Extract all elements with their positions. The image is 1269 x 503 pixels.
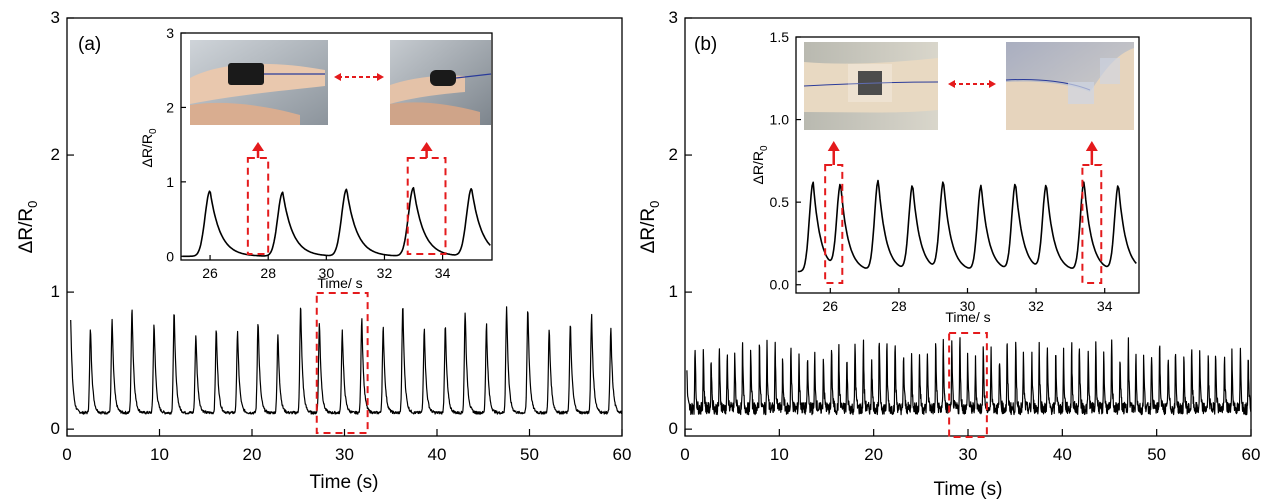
panel-b-inset-x-tick-label: 34	[1097, 298, 1113, 314]
panel-b-inset-x-tick-label: 28	[891, 298, 907, 314]
panel-a-inset-series-line	[182, 186, 491, 258]
panel-a-x-tick-label: 30	[335, 445, 354, 464]
panel-b-y-axis-label-sub: 0	[647, 201, 662, 208]
panel-b-inset-y-axis-label-sub: 0	[759, 145, 770, 151]
panel-a-x-tick-label: 60	[613, 445, 632, 464]
panel-b-inset-y-tick-label: 0.5	[770, 194, 790, 210]
panel-b-inset-highlight-box	[1081, 164, 1103, 284]
panel-b-y-tick-label: 1	[669, 282, 678, 301]
panel-b-label: (b)	[694, 34, 717, 55]
panel-a-inset-x-axis-label: Time/ s	[317, 275, 362, 291]
panel-a-inset-y-tick-label: 1	[166, 174, 174, 190]
panel-b-x-tick-label: 30	[959, 445, 978, 464]
panel-a-y-axis-label-sub: 0	[25, 201, 40, 208]
panel-a-y-axis-label-main: ΔR/R	[16, 208, 37, 253]
panel-a-inset-arrow-head	[420, 142, 433, 151]
panel-a-label: (a)	[78, 34, 101, 55]
panel-a-x-tick-label: 0	[62, 445, 71, 464]
panel-a-inset-x-tick-label: 30	[319, 265, 335, 281]
panel-b-y-axis-label-main: ΔR/R	[638, 208, 659, 253]
panel-b-highlight-box	[948, 332, 988, 438]
panel-b-y-tick-label: 2	[669, 145, 678, 164]
panel-a-inset-y-tick-label: 3	[166, 25, 174, 41]
panel-b-inset-x-tick-label: 30	[960, 298, 976, 314]
panel-a-inset-frame	[180, 32, 493, 261]
panel-a-inset-x-tick-label: 32	[377, 265, 393, 281]
panel-a-inset-y-tick-label: 0	[166, 248, 174, 264]
panel-a-inset-y-axis-label: ΔR/R0	[139, 128, 159, 167]
panel-b-x-tick-label: 60	[1242, 445, 1261, 464]
panel-a-inset-x-ticks: 26 28 30 32 34	[202, 255, 451, 281]
panel-a-frame	[66, 17, 623, 437]
panel-b-inset-highlights	[824, 141, 1103, 284]
panel-a-inset-highlight-box	[406, 157, 447, 255]
finger-straight-photo	[190, 40, 328, 125]
panel-b-x-tick-label: 20	[864, 445, 883, 464]
panel-a-x-tick-label: 50	[520, 445, 539, 464]
panel-a-x-tick-label: 10	[150, 445, 169, 464]
panel-a-x-axis-label: Time (s)	[310, 472, 379, 493]
panel-b-inset-arrow-head	[1085, 141, 1098, 151]
panel-b-x-tick-label: 40	[1053, 445, 1072, 464]
panel-b-inset-x-axis-label: Time/ s	[945, 309, 990, 325]
panel-a-inset-y-axis-label-sub: 0	[148, 128, 159, 134]
panel-b-x-tick-label: 0	[680, 445, 689, 464]
panel-b-inset: 26 28 30 32 34 0.0 0.5 1.0 1.5 Time/ s ΔR/R0	[750, 29, 1140, 325]
panel-b-inset-y-tick-label: 1.0	[770, 112, 790, 128]
elbow-double-arrow	[948, 80, 996, 88]
panel-b-inset-y-tick-label: 0.0	[770, 277, 790, 293]
panel-b-y-axis-label: ΔR/R0	[638, 201, 662, 254]
elbow-bent-photo	[1005, 42, 1134, 130]
elbow-straight-photo	[803, 42, 939, 130]
panel-a-y-axis-label: ΔR/R0	[16, 201, 40, 254]
panel-a-y-tick-label: 1	[51, 282, 60, 301]
panel-b-inset-y-axis-label: ΔR/R0	[750, 145, 770, 184]
panel-b-inset-series-line	[797, 179, 1137, 273]
panel-a-series-line	[70, 306, 623, 415]
panel-a-inset-x-tick-label: 26	[202, 265, 218, 281]
panel-b-x-tick-label: 50	[1147, 445, 1166, 464]
panel-a-x-tick-label: 20	[243, 445, 262, 464]
panel-a-y-tick-label: 0	[51, 419, 60, 438]
panel-a-y-tick-label: 2	[51, 145, 60, 164]
panel-a-inset-x-tick-label: 34	[435, 265, 451, 281]
finger-bent-photo	[390, 40, 492, 125]
panel-a-inset-highlights	[246, 142, 447, 255]
panel-b-series-line	[686, 337, 1252, 416]
panel-a-inset-x-tick-label: 28	[260, 265, 276, 281]
panel-b-inset-y-ticks: 0.0 0.5 1.0 1.5	[770, 29, 801, 293]
panel-a-inset-arrow-head	[252, 142, 265, 151]
panel-b-x-axis-label: Time (s)	[934, 479, 1003, 500]
panel-b-x-tick-label: 10	[770, 445, 789, 464]
panel-b-inset-highlight-box	[824, 164, 844, 284]
panel-a-inset-y-ticks: 0 1 2 3	[166, 25, 186, 264]
panel-b-y-tick-label: 0	[669, 419, 678, 438]
panel-b-inset-x-tick-label: 32	[1028, 298, 1044, 314]
finger-double-arrow	[334, 73, 384, 81]
panel-a-highlight-box	[315, 292, 369, 434]
panel-b-inset-x-ticks: 26 28 30 32 34	[823, 288, 1113, 314]
panel-a-inset-y-tick-label: 2	[166, 99, 174, 115]
panel-a-y-tick-label: 3	[51, 8, 60, 27]
panel-b-x-ticks: 0 10 20 30 40 50 60 0 1 2 3	[669, 8, 1261, 464]
panel-a-inset-y-axis-label-main: ΔR/R	[139, 134, 155, 167]
panel-a-inset-highlight-box	[246, 157, 270, 255]
panel-b-inset-y-tick-label: 1.5	[770, 29, 790, 45]
panel-b-inset-y-axis-label-main: ΔR/R	[750, 151, 766, 184]
panel-b-y-tick-label: 3	[669, 8, 678, 27]
panel-a-x-tick-label: 40	[428, 445, 447, 464]
panel-b-inset-x-tick-label: 26	[823, 298, 839, 314]
panel-b-inset-arrow-head	[827, 141, 840, 151]
